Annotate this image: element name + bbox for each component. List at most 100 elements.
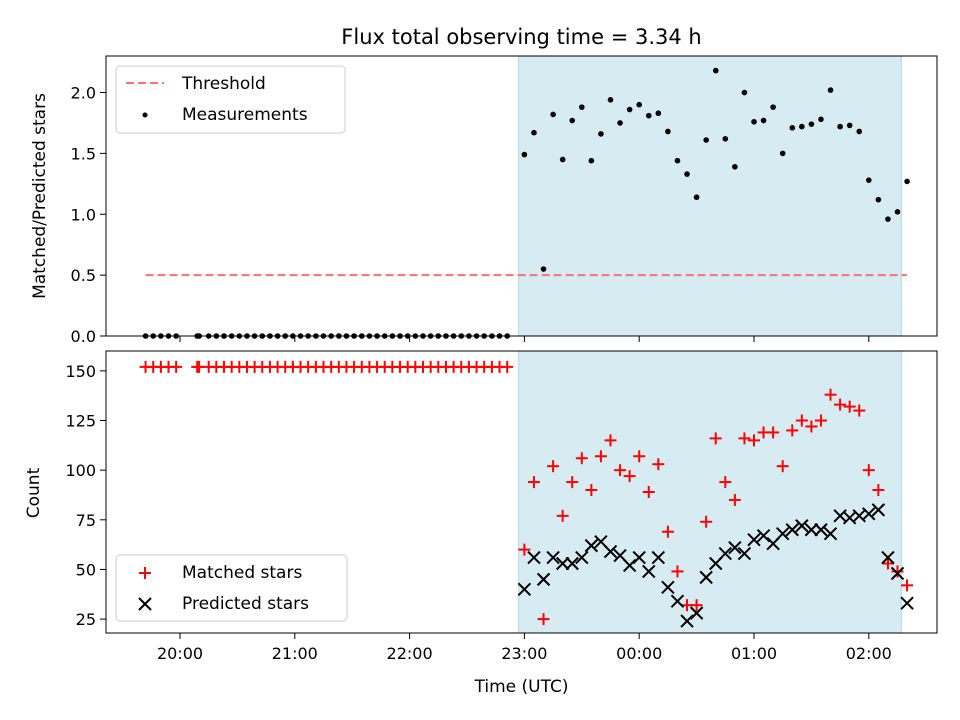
ratio-legend-box	[115, 65, 346, 134]
predicted-star-marker	[747, 532, 761, 547]
matched-star-marker	[700, 515, 713, 528]
measurements-legend-marker-icon	[142, 112, 148, 118]
y-tick-label: 100	[65, 461, 96, 480]
measurement-point	[540, 266, 547, 272]
legend-measurements-label: Measurements	[182, 105, 308, 125]
matched-star-marker	[604, 434, 617, 447]
predicted-marker-stroke	[517, 582, 532, 597]
matched-star-marker	[661, 525, 674, 538]
predicted-marker-stroke	[804, 523, 819, 537]
matched-star-marker	[805, 420, 818, 433]
predicted-marker-stroke	[823, 526, 838, 541]
matched-star-marker	[642, 486, 655, 498]
predicted-star-marker	[699, 570, 713, 585]
y-tick-label: 50	[76, 560, 96, 579]
measurement-point	[598, 131, 604, 137]
predicted-marker-stroke	[661, 580, 675, 595]
measurement-point	[827, 87, 834, 93]
predicted-star-marker	[814, 523, 828, 537]
measurement-point	[770, 104, 776, 110]
matched-legend-marker-icon	[139, 567, 151, 579]
predicted-marker-stroke	[527, 550, 541, 565]
predicted-marker-stroke	[871, 503, 886, 517]
matched-star-marker	[776, 460, 789, 473]
measurement-point	[732, 163, 738, 170]
predicted-star-marker	[728, 540, 742, 555]
matched-star-marker	[728, 493, 741, 506]
predicted-marker-stroke	[718, 546, 733, 561]
measurement-point	[655, 110, 662, 117]
measurement-point	[693, 194, 700, 201]
matched-star-marker	[652, 458, 665, 471]
measurement-point	[722, 135, 729, 142]
predicted-marker-stroke	[575, 550, 589, 565]
matched-star-marker	[814, 414, 827, 427]
predicted-star-marker	[804, 523, 819, 537]
measurement-point	[588, 157, 595, 164]
predicted-marker-stroke	[622, 558, 637, 573]
matched-star-marker	[671, 565, 684, 578]
count-y-axis-label: Count	[24, 467, 44, 518]
predicted-marker-stroke	[670, 594, 685, 608]
count-legend-box	[115, 554, 348, 622]
measurement-point	[559, 156, 566, 163]
matched-star-marker	[633, 450, 646, 463]
y-tick-label: 0.0	[71, 327, 96, 346]
y-tick-label: 2.0	[71, 84, 96, 103]
count-panel: 25 50 75 100 125 150 20:00 21:00 22:00 23:00 00:0…	[24, 350, 938, 697]
measurement-point	[674, 157, 681, 164]
x-tick-label: 00:00	[616, 644, 662, 663]
ratio-panel-frame	[105, 55, 938, 337]
predicted-marker-stroke	[862, 507, 876, 521]
x-tick-label: 22:00	[387, 644, 433, 663]
measurement-point	[808, 121, 815, 127]
matched-star-marker	[767, 426, 780, 439]
predicted-marker-stroke	[842, 511, 857, 525]
matched-star-marker	[556, 509, 569, 522]
measurement-point	[665, 128, 671, 135]
matched-star-marker	[575, 452, 588, 465]
x-axis-label: Time (UTC)	[474, 677, 569, 697]
predicted-star-marker	[775, 526, 790, 541]
predicted-marker-stroke	[795, 519, 809, 533]
predicted-star-marker	[603, 544, 618, 559]
matched-star-marker	[843, 400, 856, 413]
ratio-panel: 0.00.51.01.52.0 Matched/Predicted stars …	[30, 55, 938, 346]
measurement-point	[846, 122, 853, 129]
predicted-marker-stroke	[651, 550, 666, 565]
predicted-star-marker	[680, 614, 694, 628]
measurement-point	[875, 196, 882, 203]
predicted-marker-stroke	[881, 550, 895, 565]
count-panel-frame	[105, 350, 938, 634]
predicted-marker-stroke	[603, 544, 618, 559]
measurement-point	[703, 137, 709, 143]
matched-star-marker	[891, 565, 904, 578]
measurement-point	[569, 117, 576, 124]
measurement-point	[521, 151, 528, 158]
matched-star-marker	[872, 484, 885, 497]
matched-star-marker	[690, 599, 703, 612]
measurement-point	[904, 178, 910, 185]
ratio-y-axis-label: Matched/Predicted stars	[30, 93, 50, 299]
predicted-star-marker	[795, 519, 809, 533]
matched-star-marker	[547, 460, 560, 473]
measurement-point	[550, 111, 556, 118]
predicted-star-marker	[527, 550, 541, 565]
measurement-point	[799, 123, 805, 130]
measurement-point	[636, 101, 642, 108]
predicted-marker-stroke	[565, 556, 579, 571]
predicted-marker-stroke	[785, 523, 799, 537]
ratio-legend: Threshold Measurements	[115, 65, 346, 134]
predicted-star-marker	[689, 606, 704, 620]
matched-star-marker	[881, 557, 894, 570]
predicted-marker-stroke	[642, 564, 656, 579]
predicted-star-marker	[622, 558, 637, 573]
predicted-marker-stroke	[680, 614, 694, 628]
predicted-marker-stroke	[699, 570, 713, 585]
measurement-point	[779, 150, 786, 157]
measurement-point	[894, 209, 901, 215]
measurement-point	[856, 128, 863, 135]
predicted-star-marker	[785, 523, 799, 537]
x-tick-label: 21:00	[272, 644, 318, 663]
observing-window-shade	[518, 350, 902, 634]
